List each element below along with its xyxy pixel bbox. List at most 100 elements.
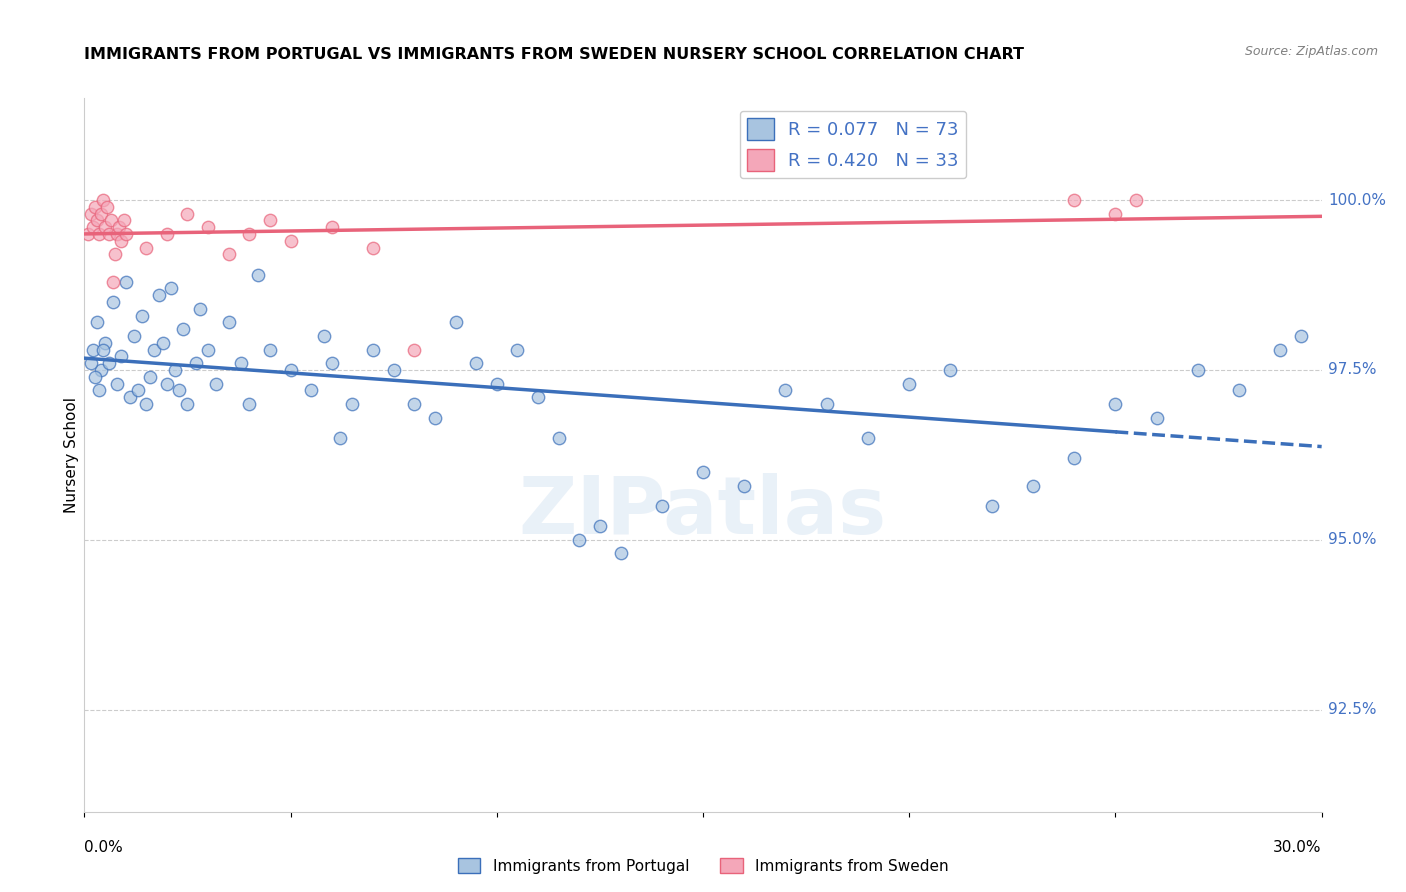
Point: [197, 220, 219, 235]
Point: [856, 431, 879, 445]
Point: [444, 315, 467, 329]
Point: [527, 390, 550, 404]
Point: [103, 275, 125, 289]
Point: [148, 288, 170, 302]
Point: [485, 376, 508, 391]
Point: [152, 335, 174, 350]
Point: [1022, 478, 1045, 492]
Point: [939, 363, 962, 377]
Point: [651, 499, 673, 513]
Point: [1187, 363, 1209, 377]
Point: [238, 227, 260, 241]
Point: [90, 363, 112, 377]
Point: [165, 363, 187, 377]
Point: [91, 193, 114, 207]
Point: [82, 343, 104, 357]
Point: [87, 384, 110, 398]
Point: [77, 227, 100, 241]
Point: [259, 343, 281, 357]
Point: [1289, 329, 1312, 343]
Point: [188, 301, 211, 316]
Point: [280, 363, 302, 377]
Point: [103, 295, 125, 310]
Point: [122, 329, 145, 343]
Point: [568, 533, 591, 547]
Point: [382, 363, 405, 377]
Point: [733, 478, 755, 492]
Point: [1125, 193, 1147, 207]
Point: [321, 356, 343, 370]
Point: [1227, 384, 1250, 398]
Point: [90, 207, 112, 221]
Text: IMMIGRANTS FROM PORTUGAL VS IMMIGRANTS FROM SWEDEN NURSERY SCHOOL CORRELATION CH: IMMIGRANTS FROM PORTUGAL VS IMMIGRANTS F…: [84, 47, 1025, 62]
Point: [506, 343, 529, 357]
Point: [110, 234, 132, 248]
Point: [980, 499, 1002, 513]
Point: [609, 546, 631, 560]
Point: [94, 335, 117, 350]
Point: [104, 247, 127, 261]
Point: [1146, 410, 1168, 425]
Legend: Immigrants from Portugal, Immigrants from Sweden: Immigrants from Portugal, Immigrants fro…: [451, 852, 955, 880]
Point: [96, 200, 118, 214]
Point: [94, 220, 117, 235]
Point: [172, 322, 194, 336]
Text: 97.5%: 97.5%: [1327, 362, 1376, 377]
Point: [342, 397, 364, 411]
Point: [131, 309, 153, 323]
Text: 95.0%: 95.0%: [1327, 533, 1376, 548]
Point: [176, 397, 198, 411]
Point: [1104, 397, 1126, 411]
Point: [329, 431, 352, 445]
Point: [229, 356, 252, 370]
Point: [361, 241, 384, 255]
Point: [547, 431, 569, 445]
Point: [98, 227, 121, 241]
Point: [246, 268, 269, 282]
Point: [176, 207, 198, 221]
Point: [112, 213, 135, 227]
Point: [83, 200, 105, 214]
Point: [79, 207, 101, 221]
Point: [108, 220, 131, 235]
Text: Source: ZipAtlas.com: Source: ZipAtlas.com: [1244, 45, 1378, 58]
Point: [156, 227, 179, 241]
Point: [197, 343, 219, 357]
Point: [135, 241, 157, 255]
Point: [423, 410, 446, 425]
Point: [775, 384, 797, 398]
Legend: R = 0.077   N = 73, R = 0.420   N = 33: R = 0.077 N = 73, R = 0.420 N = 33: [740, 111, 966, 178]
Point: [218, 247, 240, 261]
Point: [1270, 343, 1292, 357]
Point: [465, 356, 488, 370]
Point: [280, 234, 302, 248]
Text: 30.0%: 30.0%: [1274, 840, 1322, 855]
Point: [87, 227, 110, 241]
Y-axis label: Nursery School: Nursery School: [63, 397, 79, 513]
Point: [83, 369, 105, 384]
Point: [1104, 207, 1126, 221]
Point: [218, 315, 240, 329]
Point: [589, 519, 612, 533]
Point: [86, 315, 108, 329]
Point: [259, 213, 281, 227]
Point: [105, 376, 128, 391]
Text: ZIPatlas: ZIPatlas: [519, 473, 887, 551]
Point: [692, 465, 714, 479]
Text: 92.5%: 92.5%: [1327, 702, 1376, 717]
Point: [105, 227, 128, 241]
Point: [898, 376, 921, 391]
Point: [156, 376, 179, 391]
Point: [143, 343, 166, 357]
Point: [82, 220, 104, 235]
Point: [238, 397, 260, 411]
Point: [321, 220, 343, 235]
Point: [139, 369, 162, 384]
Point: [167, 384, 190, 398]
Point: [404, 397, 426, 411]
Point: [91, 343, 114, 357]
Point: [299, 384, 322, 398]
Text: 100.0%: 100.0%: [1327, 193, 1386, 208]
Point: [312, 329, 335, 343]
Point: [135, 397, 157, 411]
